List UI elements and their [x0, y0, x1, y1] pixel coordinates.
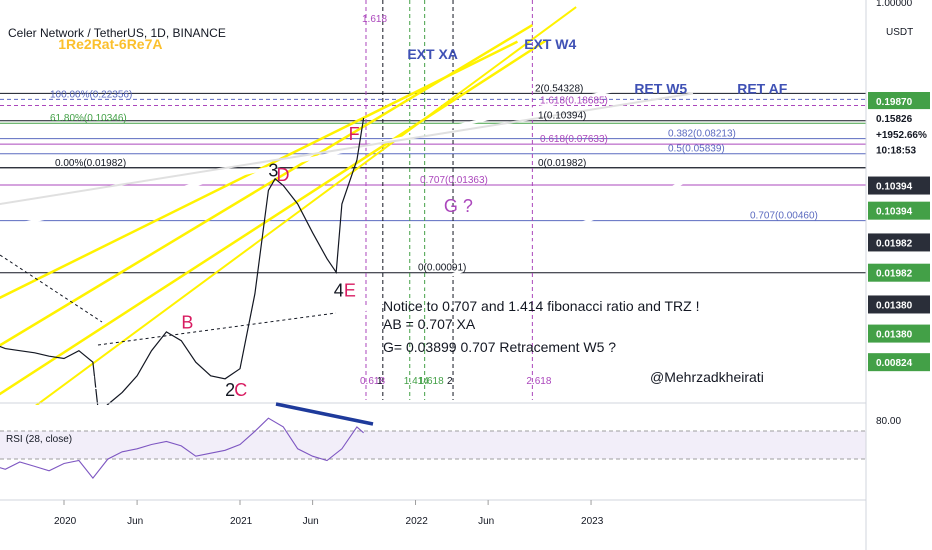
rsi-series — [0, 417, 364, 479]
drawings: EXT XA EXT W4 RET W5 RET AF 1Re2Rat-6Re7A — [0, 36, 788, 346]
time-fib-label: 1 — [377, 376, 383, 387]
price-badge-label: 0.19870 — [876, 97, 913, 108]
price-badge-label: 0.10394 — [876, 182, 913, 193]
fib-level-label: 0.382(0.08213) — [668, 129, 736, 140]
fib-level-label: 0.5(0.05839) — [668, 144, 725, 155]
price-scale-top: 1.00000 — [876, 0, 913, 9]
note-line-3: G= 0.03899 0.707 Retracement W5 ? — [383, 339, 616, 355]
channel-line — [0, 92, 694, 205]
projection-label: RET W5 — [634, 80, 687, 96]
time-tick-label: Jun — [127, 516, 143, 527]
time-fib-label: 2 — [447, 376, 453, 387]
price-badge — [868, 263, 930, 282]
projection-label: EXT W4 — [524, 36, 576, 52]
wave-label: 3 — [268, 161, 278, 181]
projection-label: EXT XA — [407, 46, 458, 62]
price-badge — [868, 201, 930, 220]
price-badge — [868, 92, 930, 110]
fib-levels — [0, 92, 866, 274]
channel-line — [0, 6, 577, 434]
channel-line — [0, 40, 519, 300]
time-tick-label: 2023 — [581, 516, 604, 527]
price-series — [0, 118, 365, 416]
price-badge-label: +1952.66% — [876, 130, 927, 141]
rsi-scale-80: 80.00 — [876, 416, 901, 427]
trend-channels — [0, 6, 694, 457]
price-badge — [868, 176, 930, 195]
price-badge — [868, 295, 930, 314]
time-fib-label: 0.618 — [360, 376, 385, 387]
author-tag: @Mehrzadkheirati — [650, 369, 764, 385]
note-line-2: AB = 0.707 XA — [383, 316, 476, 332]
price-badge-label: 0.01380 — [876, 300, 913, 311]
fib-level-label: 2(0.54328) — [535, 83, 583, 94]
rsi-label: RSI (28, close) — [6, 434, 72, 445]
time-fib-label: 1.618 — [419, 376, 444, 387]
price-badge — [868, 324, 930, 343]
price-badge — [868, 233, 930, 252]
fib-level-label: 0.707(0.01363) — [420, 175, 488, 186]
wave-label: 1 — [88, 373, 98, 393]
time-fib-label: 2.618 — [526, 376, 551, 387]
wave-label: 2 — [225, 380, 235, 400]
helper-dashed-line — [0, 254, 103, 323]
fib-level-label: 0.707(0.00460) — [750, 211, 818, 222]
top-fib-label: 1.618 — [362, 14, 387, 25]
channel-line — [0, 71, 694, 231]
wave-label: F — [349, 124, 360, 144]
price-badge-label: 10:18:53 — [876, 145, 916, 156]
price-badges: 0.19870 0.15826 +1952.66% 10:18:53 0.10394 0.… — [868, 92, 930, 372]
channel-line — [0, 38, 548, 396]
fib-labels: 100.00%(0.22356) 61.80%(0.10346) 0.00%(0.0… — [50, 83, 818, 273]
fib-level-label: 0.00%(0.01982) — [55, 158, 126, 169]
rsi-band — [0, 431, 866, 459]
time-tick-label: 2021 — [230, 516, 253, 527]
time-tick-label: Jun — [303, 516, 319, 527]
wave-label: E — [344, 280, 356, 300]
time-fib-label: 1.414 — [404, 376, 429, 387]
helper-dashed-line — [97, 312, 337, 346]
rsi-divergence-line — [275, 402, 374, 426]
chart-title: Celer Network / TetherUS, 1D, BINANCE — [8, 26, 226, 40]
fib-level-label: 100.00%(0.22356) — [50, 89, 132, 100]
fib-level-label: 1(0.10394) — [538, 111, 586, 122]
projection-label: RET AF — [737, 80, 787, 96]
wave-label: 4 — [334, 280, 344, 300]
fib-level-label: 0(0.00091) — [418, 263, 466, 274]
price-badge — [868, 353, 930, 372]
time-tick-label: 2022 — [406, 516, 429, 527]
projection-label: 1Re2Rat-6Re7A — [58, 36, 162, 52]
price-badge-label: 0.01982 — [876, 238, 913, 249]
fib-time-lines — [365, 0, 533, 400]
price-badge-label: 0.15826 — [876, 114, 913, 125]
analysis-notes: Notice to 0.707 and 1.414 fibonacci rati… — [383, 298, 764, 385]
wave-label: C — [234, 380, 247, 400]
price-scale-currency: USDT — [886, 27, 913, 38]
fib-level-label: 61.80%(0.10346) — [50, 113, 127, 124]
wave-label: G ? — [444, 196, 473, 216]
price-badge — [868, 124, 930, 143]
price-badge — [868, 140, 930, 159]
price-badge-label: 0.01982 — [876, 269, 913, 280]
wave-label: D — [277, 165, 290, 185]
note-line-1: Notice to 0.707 and 1.414 fibonacci rati… — [383, 298, 700, 314]
price-badge — [868, 109, 930, 128]
time-tick-label: 2020 — [54, 516, 77, 527]
wave-label: B — [181, 313, 193, 333]
time-tick-label: Jun — [478, 516, 494, 527]
price-badge-label: 0.00824 — [876, 358, 913, 369]
fib-level-label: 1.618(0.18685) — [540, 96, 608, 107]
fib-level-label: 0(0.01982) — [538, 158, 586, 169]
price-badge-label: 0.01380 — [876, 330, 913, 341]
main-panel — [0, 0, 866, 400]
channel-line — [0, 23, 534, 347]
time-axis[interactable]: 2020 Jun 2021 Jun 2022 Jun 2023 — [54, 500, 604, 527]
fib-level-label: 0.618(0.07633) — [540, 134, 608, 145]
price-badge-label: 0.10394 — [876, 207, 913, 218]
